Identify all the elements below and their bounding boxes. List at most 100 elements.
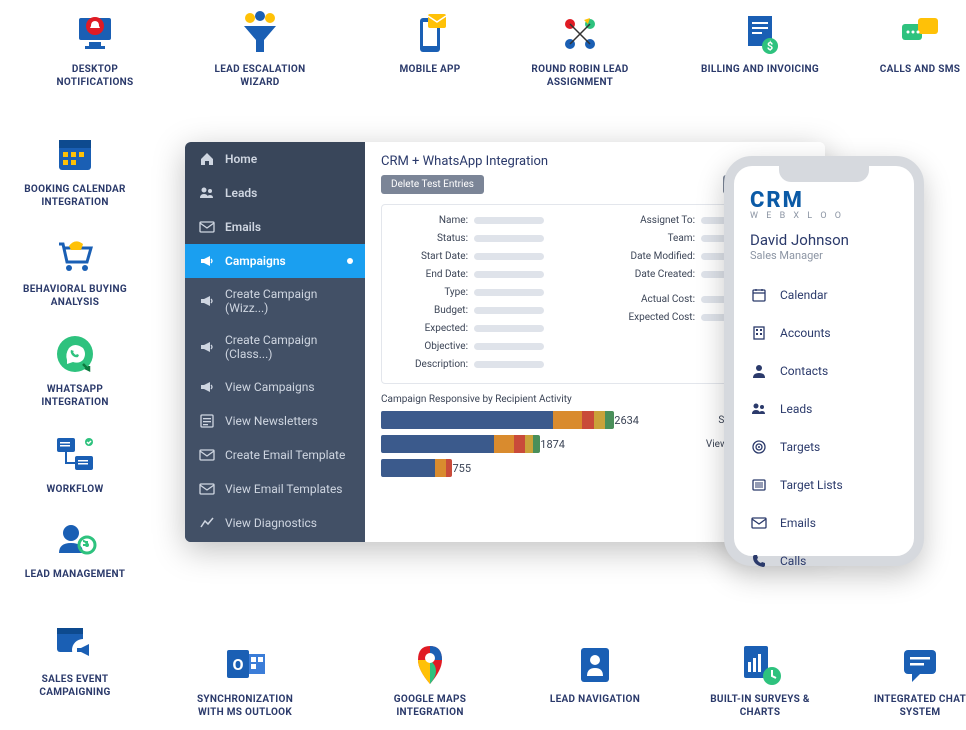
sidebar-item-label: Campaigns bbox=[225, 254, 286, 268]
phone-menu-targets[interactable]: Targets bbox=[750, 428, 898, 466]
phone-menu-contacts[interactable]: Contacts bbox=[750, 352, 898, 390]
sidebar-item-label: Leads bbox=[225, 186, 257, 200]
sidebar-item-home[interactable]: Home bbox=[185, 142, 365, 176]
sidebar-item-emails[interactable]: Emails bbox=[185, 210, 365, 244]
feature-label: WORKFLOW bbox=[46, 484, 103, 497]
sidebar-item-leads[interactable]: Leads bbox=[185, 176, 365, 210]
calendar-icon bbox=[750, 286, 768, 304]
feature-funnel: LEAD ESCALATION WIZARD bbox=[200, 10, 320, 89]
phone-menu-calendar[interactable]: Calendar bbox=[750, 276, 898, 314]
sidebar-item-label: View Campaigns bbox=[225, 380, 315, 394]
mail-icon bbox=[750, 514, 768, 532]
megaphone-icon bbox=[199, 379, 215, 395]
form-field: Name: bbox=[396, 215, 585, 226]
phone-logo: CRM bbox=[750, 188, 898, 213]
feature-label: BILLING AND INVOICING bbox=[701, 64, 819, 77]
field-placeholder bbox=[474, 253, 544, 260]
field-placeholder bbox=[474, 235, 544, 242]
mail-icon bbox=[199, 447, 215, 463]
sidebar-subitem[interactable]: View Email Templates bbox=[185, 472, 365, 506]
feature-gmaps: GOOGLE MAPS INTEGRATION bbox=[370, 640, 490, 719]
mail-icon bbox=[199, 219, 215, 235]
list-icon bbox=[750, 476, 768, 494]
field-label: Objective: bbox=[396, 341, 468, 352]
crm-sidebar: Home Leads Emails Campaigns Create Campaign … bbox=[185, 142, 365, 542]
phone-menu-label: Accounts bbox=[780, 326, 831, 340]
chat-icon bbox=[896, 640, 944, 688]
lead-nav-icon bbox=[571, 640, 619, 688]
feature-lead-nav: LEAD NAVIGATION bbox=[535, 640, 655, 707]
form-field: Status: bbox=[396, 233, 585, 244]
phone-menu-label: Target Lists bbox=[780, 478, 843, 492]
mail-icon bbox=[199, 481, 215, 497]
phone-menu-calls[interactable]: Calls bbox=[750, 542, 898, 580]
feature-calendar: BOOKING CALENDAR INTEGRATION bbox=[15, 130, 135, 209]
form-field: Expected: bbox=[396, 323, 585, 334]
desktop-bell-icon bbox=[71, 10, 119, 58]
feature-round-robin: ROUND ROBIN LEAD ASSIGNMENT bbox=[520, 10, 640, 89]
sidebar-item-label: Create Campaign (Wizz...) bbox=[225, 287, 351, 315]
feature-label: INTEGRATED CHAT SYSTEM bbox=[860, 694, 966, 719]
feature-mobile-mail: MOBILE APP bbox=[370, 10, 490, 77]
mobile-mail-icon bbox=[406, 10, 454, 58]
field-placeholder bbox=[474, 307, 544, 314]
phone-user-name: David Johnson bbox=[750, 231, 898, 249]
feature-label: GOOGLE MAPS INTEGRATION bbox=[370, 694, 490, 719]
phone-menu-emails[interactable]: Emails bbox=[750, 504, 898, 542]
leads-icon bbox=[750, 400, 768, 418]
feature-label: SYNCHRONIZATION WITH MS OUTLOOK bbox=[185, 694, 305, 719]
field-label: Type: bbox=[396, 287, 468, 298]
sidebar-subitem[interactable]: Create Lead Form bbox=[185, 540, 365, 542]
feature-label: BOOKING CALENDAR INTEGRATION bbox=[15, 184, 135, 209]
feature-label: LEAD NAVIGATION bbox=[550, 694, 640, 707]
phone-menu-leads[interactable]: Leads bbox=[750, 390, 898, 428]
feature-surveys: BUILT-IN SURVEYS & CHARTS bbox=[700, 640, 820, 719]
surveys-icon bbox=[736, 640, 784, 688]
sidebar-item-campaigns[interactable]: Campaigns bbox=[185, 244, 365, 278]
field-label: Team: bbox=[605, 233, 695, 244]
field-label: Expected Cost: bbox=[605, 312, 695, 323]
sidebar-item-label: Create Campaign (Class...) bbox=[225, 333, 351, 361]
phone-user-role: Sales Manager bbox=[750, 249, 898, 262]
chart-bar bbox=[381, 411, 614, 429]
sidebar-subitem[interactable]: View Newsletters bbox=[185, 404, 365, 438]
field-label: Date Created: bbox=[605, 269, 695, 280]
form-field: Objective: bbox=[396, 341, 585, 352]
form-field: Start Date: bbox=[396, 251, 585, 262]
sidebar-item-label: Home bbox=[225, 152, 257, 166]
home-icon bbox=[199, 151, 215, 167]
outlook-icon: O bbox=[221, 640, 269, 688]
sidebar-subitem[interactable]: View Diagnostics bbox=[185, 506, 365, 540]
sidebar-item-label: View Diagnostics bbox=[225, 516, 317, 530]
sidebar-item-label: Emails bbox=[225, 220, 261, 234]
chart-bar bbox=[381, 435, 540, 453]
field-placeholder bbox=[474, 289, 544, 296]
delete-test-entries-button[interactable]: Delete Test Entries bbox=[381, 175, 484, 194]
svg-text:O: O bbox=[232, 655, 243, 674]
sidebar-item-label: View Newsletters bbox=[225, 414, 318, 428]
form-field: Type: bbox=[396, 287, 585, 298]
bar-value: 1874 bbox=[540, 438, 565, 451]
target-icon bbox=[750, 438, 768, 456]
field-placeholder bbox=[474, 343, 544, 350]
sidebar-subitem[interactable]: Create Campaign (Class...) bbox=[185, 324, 365, 370]
sidebar-subitem[interactable]: Create Campaign (Wizz...) bbox=[185, 278, 365, 324]
sidebar-subitem[interactable]: Create Email Template bbox=[185, 438, 365, 472]
feature-invoice: $ BILLING AND INVOICING bbox=[700, 10, 820, 77]
leads-icon bbox=[199, 185, 215, 201]
funnel-icon bbox=[236, 10, 284, 58]
field-label: Expected: bbox=[396, 323, 468, 334]
phone-menu-label: Contacts bbox=[780, 364, 828, 378]
phone-icon bbox=[750, 552, 768, 570]
workflow-icon bbox=[51, 430, 99, 478]
phone-menu-target-lists[interactable]: Target Lists bbox=[750, 466, 898, 504]
phone-menu-accounts[interactable]: Accounts bbox=[750, 314, 898, 352]
field-placeholder bbox=[474, 217, 544, 224]
phone-menu-label: Calendar bbox=[780, 288, 828, 302]
sidebar-subitem[interactable]: View Campaigns bbox=[185, 370, 365, 404]
svg-text:$: $ bbox=[767, 40, 773, 53]
phone-menu-label: Targets bbox=[780, 440, 820, 454]
lead-mgmt-icon bbox=[51, 515, 99, 563]
form-field: End Date: bbox=[396, 269, 585, 280]
whatsapp-icon bbox=[51, 330, 99, 378]
